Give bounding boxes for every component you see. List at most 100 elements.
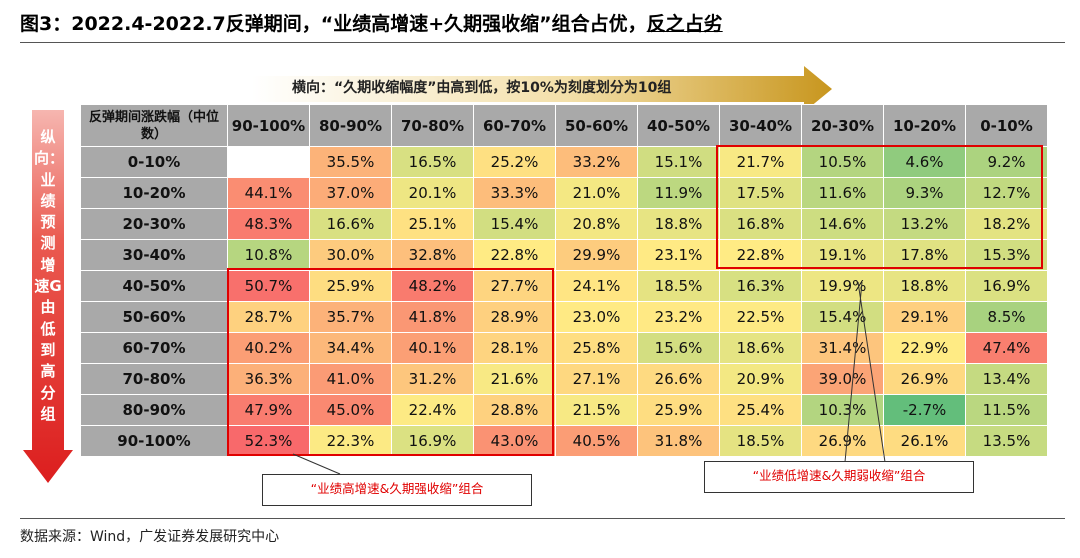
heatmap-cell: 4.6%	[883, 146, 966, 178]
heatmap-cell: 19.1%	[801, 239, 884, 271]
heatmap-cell: 48.2%	[391, 270, 474, 302]
row-header: 70-80%	[80, 363, 228, 395]
heatmap-row: 80-90% 47.9% 45.0% 22.4% 28.8% 21.5% 25.9% 25.4…	[80, 394, 1048, 426]
column-header: 60-70%	[473, 104, 556, 147]
heatmap-cell: 26.9%	[801, 425, 884, 457]
horizontal-arrow-icon	[252, 66, 832, 112]
heatmap-row: 60-70% 40.2% 34.4% 40.1% 28.1% 25.8% 15.6% 18.6…	[80, 332, 1048, 364]
title-rule	[20, 42, 1065, 43]
heatmap-row: 90-100% 52.3% 22.3% 16.9% 43.0% 40.5% 31.8% 18.…	[80, 425, 1048, 457]
heatmap-cell: 47.9%	[227, 394, 310, 426]
heatmap-cell: 18.2%	[965, 208, 1048, 240]
heatmap-cell: 17.5%	[719, 177, 802, 209]
heatmap-cell: 16.8%	[719, 208, 802, 240]
heatmap-cell: 13.5%	[965, 425, 1048, 457]
heatmap-cell: 18.5%	[719, 425, 802, 457]
footer-rule	[20, 518, 1065, 519]
heatmap-cell: 13.2%	[883, 208, 966, 240]
column-header: 90-100%	[227, 104, 310, 147]
row-header: 20-30%	[80, 208, 228, 240]
heatmap-cell: 33.2%	[555, 146, 638, 178]
heatmap-cell: 48.3%	[227, 208, 310, 240]
heatmap-cell: 28.1%	[473, 332, 556, 364]
heatmap-cell: 10.3%	[801, 394, 884, 426]
heatmap-row: 10-20% 44.1% 37.0% 20.1% 33.3% 21.0% 11.9% 17.5…	[80, 177, 1048, 209]
column-header: 40-50%	[637, 104, 720, 147]
title-prefix: 图3：	[20, 13, 72, 35]
heatmap-cell: 29.1%	[883, 301, 966, 333]
heatmap-cell: 20.1%	[391, 177, 474, 209]
heatmap-cell: 16.5%	[391, 146, 474, 178]
heatmap-cell: 44.1%	[227, 177, 310, 209]
heatmap-cell: 31.8%	[637, 425, 720, 457]
heatmap-cell: 29.9%	[555, 239, 638, 271]
row-header: 30-40%	[80, 239, 228, 271]
title-main: 2022.4-2022.7反弹期间，“业绩高增速+久期强收缩”组合占优，	[71, 13, 647, 35]
heatmap-cell: 16.9%	[965, 270, 1048, 302]
heatmap-cell: 26.9%	[883, 363, 966, 395]
heatmap-header: 反弹期间涨跌幅（中位数） 90-100% 80-90% 70-80% 60-70% 50-…	[80, 104, 1048, 147]
heatmap-cell: 39.0%	[801, 363, 884, 395]
heatmap-cell: 16.9%	[391, 425, 474, 457]
title-tail: 反之占劣	[646, 13, 723, 35]
heatmap-cell: 18.8%	[883, 270, 966, 302]
heatmap-cell: 25.9%	[637, 394, 720, 426]
heatmap-cell: 27.7%	[473, 270, 556, 302]
heatmap-cell: 14.6%	[801, 208, 884, 240]
heatmap-cell: 41.8%	[391, 301, 474, 333]
heatmap-cell: 52.3%	[227, 425, 310, 457]
heatmap-cell: 35.7%	[309, 301, 392, 333]
row-header: 90-100%	[80, 425, 228, 457]
header-row: 反弹期间涨跌幅（中位数） 90-100% 80-90% 70-80% 60-70% 50-…	[80, 104, 1048, 147]
heatmap-body: 0-10% 35.5% 16.5% 25.2% 33.2% 15.1% 21.7% 10.5%…	[80, 146, 1048, 457]
heatmap-cell: 15.3%	[965, 239, 1048, 271]
row-header: 50-60%	[80, 301, 228, 333]
heatmap-cell: 21.6%	[473, 363, 556, 395]
row-header: 40-50%	[80, 270, 228, 302]
heatmap-cell: 24.1%	[555, 270, 638, 302]
corner-label: 反弹期间涨跌幅（中位数）	[80, 104, 228, 147]
heatmap-cell: 22.4%	[391, 394, 474, 426]
heatmap-cell: 9.3%	[883, 177, 966, 209]
source-note: 数据来源：Wind，广发证券发展研究中心	[20, 529, 280, 545]
heatmap-cell: 16.3%	[719, 270, 802, 302]
row-header: 60-70%	[80, 332, 228, 364]
heatmap-cell: 17.8%	[883, 239, 966, 271]
heatmap-cell: 8.5%	[965, 301, 1048, 333]
row-header: 80-90%	[80, 394, 228, 426]
heatmap-cell: 10.5%	[801, 146, 884, 178]
heatmap-cell: 27.1%	[555, 363, 638, 395]
heatmap-cell: 33.3%	[473, 177, 556, 209]
heatmap-cell: 26.1%	[883, 425, 966, 457]
heatmap-cell: 22.3%	[309, 425, 392, 457]
vertical-arrow-label: 纵向：业绩预测增速G由低到高分组	[34, 128, 65, 423]
heatmap-cell: 45.0%	[309, 394, 392, 426]
heatmap-cell: 23.0%	[555, 301, 638, 333]
heatmap-cell: 50.7%	[227, 270, 310, 302]
heatmap-cell: 15.6%	[637, 332, 720, 364]
heatmap-cell: 22.5%	[719, 301, 802, 333]
heatmap-cell: 15.4%	[473, 208, 556, 240]
vertical-arrow-icon	[23, 110, 73, 483]
heatmap-cell: 18.8%	[637, 208, 720, 240]
heatmap-cell: 25.1%	[391, 208, 474, 240]
low-growth-callout: “业绩低增速&久期弱收缩”组合	[704, 461, 974, 493]
column-header: 30-40%	[719, 104, 802, 147]
heatmap-cell: 23.2%	[637, 301, 720, 333]
row-header: 10-20%	[80, 177, 228, 209]
heatmap-cell: 43.0%	[473, 425, 556, 457]
column-header: 10-20%	[883, 104, 966, 147]
heatmap-cell: 41.0%	[309, 363, 392, 395]
heatmap-row: 50-60% 28.7% 35.7% 41.8% 28.9% 23.0% 23.2% 22.5…	[80, 301, 1048, 333]
heatmap-cell: 9.2%	[965, 146, 1048, 178]
heatmap-row: 70-80% 36.3% 41.0% 31.2% 21.6% 27.1% 26.6% 20.9…	[80, 363, 1048, 395]
heatmap-cell: 22.8%	[473, 239, 556, 271]
heatmap-cell: 28.7%	[227, 301, 310, 333]
heatmap-cell: 23.1%	[637, 239, 720, 271]
heatmap-cell: 21.5%	[555, 394, 638, 426]
heatmap-cell: 10.8%	[227, 239, 310, 271]
heatmap-cell: 28.9%	[473, 301, 556, 333]
heatmap-cell: 40.5%	[555, 425, 638, 457]
column-header: 70-80%	[391, 104, 474, 147]
